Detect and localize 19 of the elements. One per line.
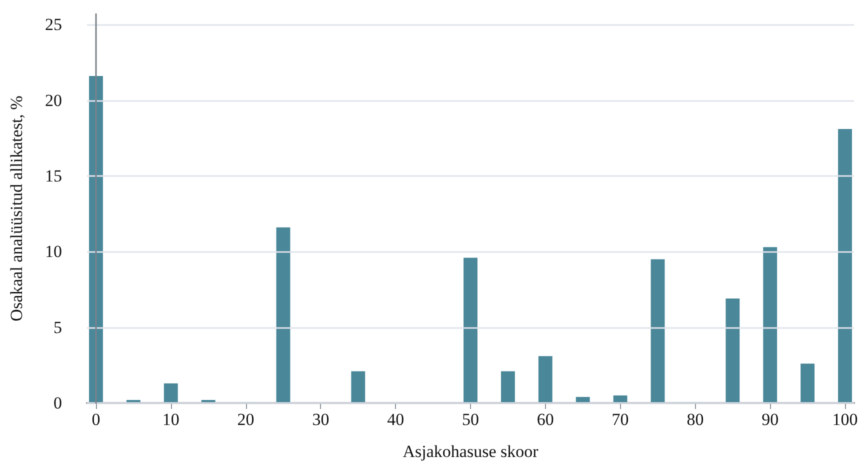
x-tick-label: 100 xyxy=(832,410,858,429)
x-tick-label: 80 xyxy=(686,410,704,429)
x-axis-title: Asjakohasuse skoor xyxy=(402,442,539,461)
y-tick-label: 5 xyxy=(54,318,62,337)
y-tick-label: 15 xyxy=(45,166,62,186)
x-tick-label: 50 xyxy=(462,410,479,429)
y-tick-label: 0 xyxy=(54,394,62,412)
x-tick-label: 60 xyxy=(536,410,554,429)
x-tick-label: 0 xyxy=(92,410,100,429)
y-tick-label: 10 xyxy=(45,242,62,262)
x-tick-label: 30 xyxy=(312,410,330,429)
x-tick-label: 70 xyxy=(612,410,629,429)
x-tick-label: 20 xyxy=(237,410,254,429)
x-tick-label: 90 xyxy=(762,410,779,429)
y-tick-label: 25 xyxy=(45,15,62,34)
x-tick-label: 40 xyxy=(387,410,404,429)
x-tick-label: 10 xyxy=(162,410,180,429)
y-axis-title: Osakaal analüüsitud allikatest, % xyxy=(7,96,26,322)
y-tick-label: 20 xyxy=(45,90,62,110)
